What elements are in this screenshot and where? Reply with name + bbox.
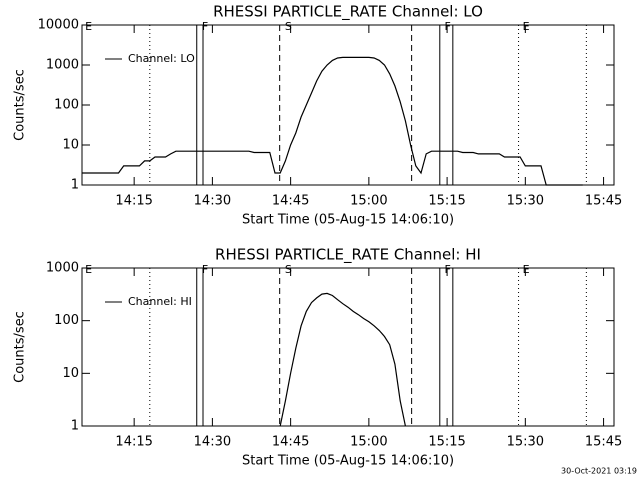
chart-title: RHESSI PARTICLE_RATE Channel: LO bbox=[213, 3, 483, 22]
y-tick-label: 100 bbox=[54, 98, 79, 113]
plot-frame bbox=[81, 267, 615, 427]
y-tick-label: 1 bbox=[71, 178, 79, 193]
x-tick-label: 14:15 bbox=[115, 194, 152, 209]
footer-date: 30-Oct-2021 03:19 bbox=[561, 467, 637, 476]
event-flag: S bbox=[285, 20, 292, 33]
y-axis-label: Counts/sec bbox=[13, 311, 28, 383]
y-tick-label: 1000 bbox=[46, 261, 79, 276]
chart-title: RHESSI PARTICLE_RATE Channel: HI bbox=[215, 246, 481, 265]
x-axis-label: Start Time (05-Aug-15 14:06:10) bbox=[242, 213, 454, 228]
event-flag: F bbox=[202, 20, 208, 33]
x-tick-label: 15:45 bbox=[585, 194, 622, 209]
plot-frame bbox=[81, 24, 615, 186]
event-flag: E bbox=[85, 20, 92, 33]
y-tick-label: 1000 bbox=[46, 58, 79, 73]
x-tick-label: 15:30 bbox=[507, 194, 544, 209]
legend-label: Channel: LO bbox=[128, 52, 195, 65]
data-line bbox=[279, 292, 406, 427]
x-tick-label: 15:15 bbox=[428, 194, 465, 209]
x-axis-label: Start Time (05-Aug-15 14:06:10) bbox=[242, 454, 454, 469]
y-tick-label: 1 bbox=[71, 419, 79, 434]
data-line bbox=[82, 56, 583, 186]
y-tick-label: 100 bbox=[54, 313, 79, 328]
y-tick-label: 10 bbox=[62, 366, 79, 381]
y-axis-label: Counts/sec bbox=[13, 69, 28, 141]
event-flag: F bbox=[444, 20, 450, 33]
event-flag: E bbox=[523, 263, 530, 276]
event-flag: F bbox=[444, 263, 450, 276]
x-tick-label: 15:00 bbox=[350, 194, 387, 209]
x-tick-label: 14:30 bbox=[194, 435, 231, 450]
x-tick-label: 14:45 bbox=[272, 435, 309, 450]
event-flag: E bbox=[85, 263, 92, 276]
x-tick-label: 14:45 bbox=[272, 194, 309, 209]
x-tick-label: 14:30 bbox=[194, 194, 231, 209]
x-tick-label: 15:30 bbox=[507, 435, 544, 450]
event-flag: F bbox=[202, 263, 208, 276]
event-flag: S bbox=[285, 263, 292, 276]
event-flag: E bbox=[523, 20, 530, 33]
legend-label: Channel: HI bbox=[128, 295, 192, 308]
y-tick-label: 10 bbox=[62, 138, 79, 153]
x-tick-label: 15:45 bbox=[585, 435, 622, 450]
x-tick-label: 15:15 bbox=[428, 435, 465, 450]
x-tick-label: 14:15 bbox=[115, 435, 152, 450]
x-tick-label: 15:00 bbox=[350, 435, 387, 450]
y-tick-label: 10000 bbox=[38, 18, 79, 33]
